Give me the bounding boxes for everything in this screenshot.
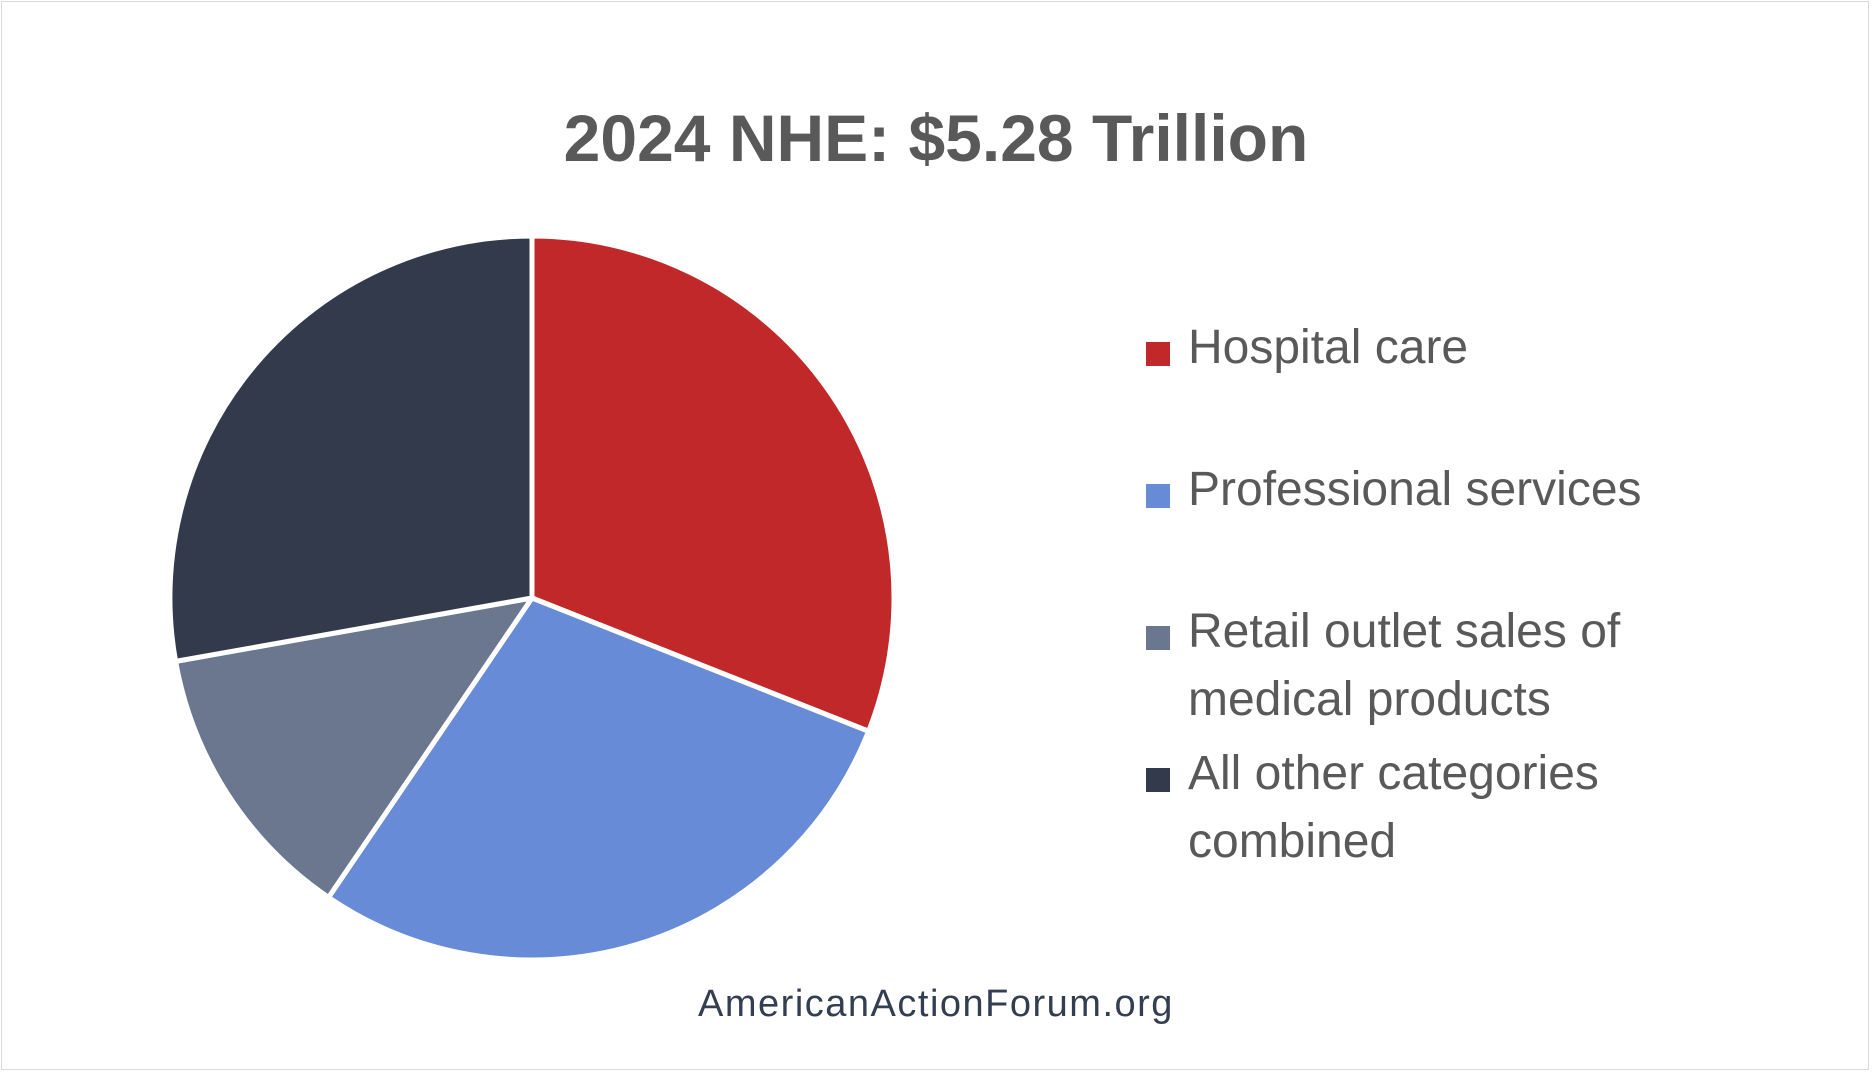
legend-swatch-retail-outlet-sales — [1146, 626, 1170, 650]
legend-label-professional-services: Professional services — [1188, 463, 1642, 516]
legend: Hospital care Professional services Reta… — [1146, 0, 1846, 1073]
legend-label-all-other-categories: All other categories combined — [1188, 747, 1599, 868]
legend-label-retail-outlet-sales: Retail outlet sales of medical products — [1188, 605, 1621, 726]
legend-swatch-hospital-care — [1146, 342, 1170, 366]
legend-swatch-all-other-categories — [1146, 768, 1170, 792]
pie-slice-professional-services — [326, 595, 872, 963]
source-credit: AmericanActionForum.org — [698, 983, 1174, 1025]
pie-slice-retail-outlet-sales — [173, 595, 535, 900]
pie-slice-hospital-care — [529, 233, 897, 734]
legend-swatch-professional-services — [1146, 484, 1170, 508]
pie-slice-all-other-categories — [167, 233, 535, 664]
legend-label-hospital-care: Hospital care — [1188, 321, 1469, 374]
chart-title: 2024 NHE: $5.28 Trillion — [563, 101, 1309, 175]
